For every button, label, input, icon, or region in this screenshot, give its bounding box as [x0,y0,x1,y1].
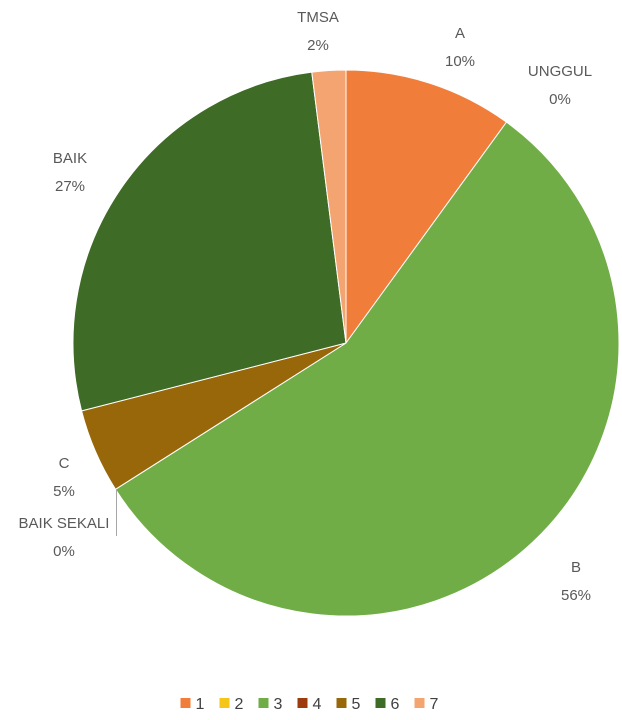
data-label-name-tmsa: TMSA [297,9,339,26]
legend: 1 2 3 4 5 6 7 [180,696,439,713]
data-label-name-baik-sekali: BAIK SEKALI [19,515,110,532]
pie-slice-a [345,69,508,345]
legend-swatch-2 [219,698,230,708]
data-label-pct-tmsa: 2% [307,37,329,54]
data-label-name-unggul: UNGGUL [528,63,592,80]
legend-label-4: 4 [313,696,322,713]
pie-slice-b [114,121,620,617]
data-label-name-b: B [571,559,581,576]
legend-swatch-1 [180,698,191,708]
data-label-pct-unggul: 0% [549,91,571,108]
legend-label-3: 3 [274,696,283,713]
data-label-name-c: C [59,455,70,472]
legend-swatch-6 [375,698,386,708]
data-labels: A 10% UNGGUL 0% B 56% BAIK SEKALI 0% C 5% BAIK 27% T… [19,9,593,604]
legend-label-6: 6 [391,696,400,713]
data-label-pct-a: 10% [445,53,475,70]
legend-label-7: 7 [430,696,439,713]
legend-label-5: 5 [352,696,361,713]
data-label-name-a: A [455,25,465,42]
pie-slice-baik [72,71,347,412]
data-label-pct-baik-sekali: 0% [53,543,75,560]
legend-label-1: 1 [196,696,205,713]
data-label-name-baik: BAIK [53,150,87,167]
data-label-pct-c: 5% [53,483,75,500]
pie-slices [72,69,620,617]
legend-swatch-4 [297,698,308,708]
legend-swatch-3 [258,698,269,708]
legend-swatch-5 [336,698,347,708]
data-label-pct-b: 56% [561,587,591,604]
legend-label-2: 2 [235,696,244,713]
pie-slice-tmsa [311,69,347,344]
legend-swatch-7 [414,698,425,708]
data-label-pct-baik: 27% [55,178,85,195]
